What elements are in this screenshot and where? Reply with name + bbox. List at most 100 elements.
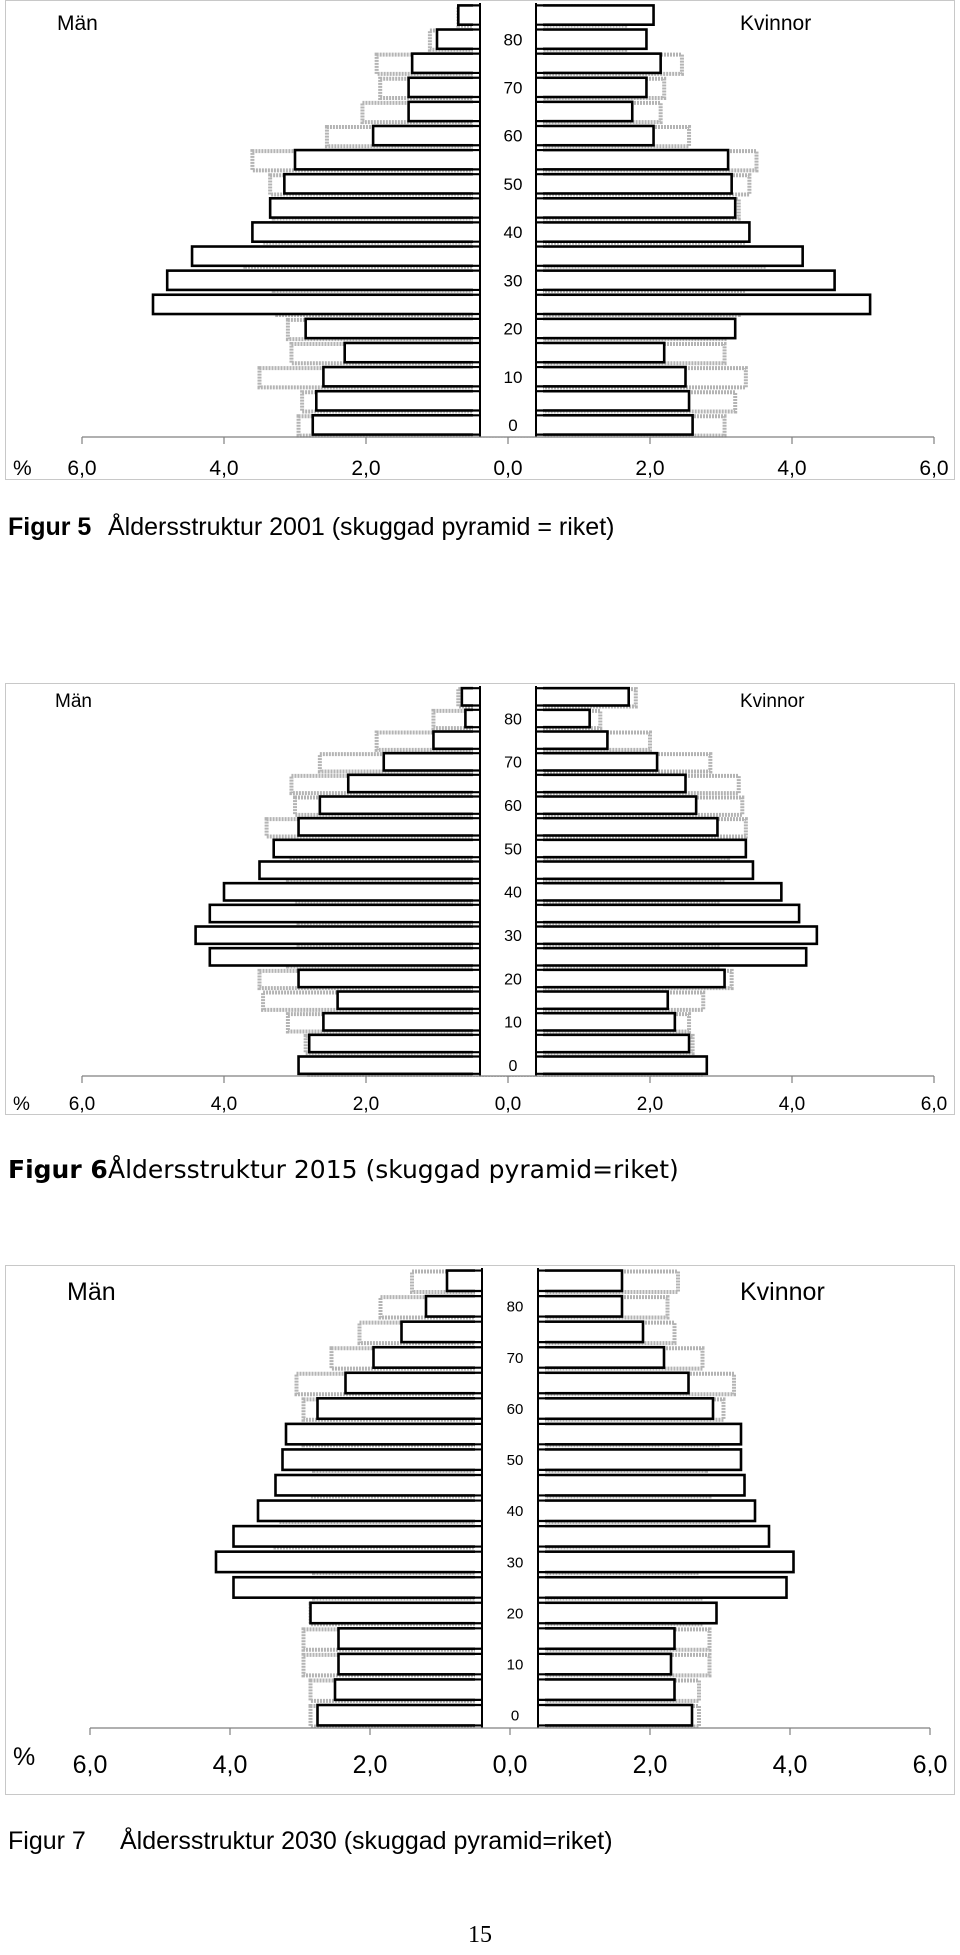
- age-tick-label: 40: [507, 1503, 524, 1520]
- x-tick-label: 0,0: [495, 1094, 521, 1115]
- female-bar: [506, 269, 836, 292]
- female-bar: [506, 860, 755, 881]
- age-tick-label: 70: [504, 79, 523, 98]
- unit-label: %: [13, 457, 32, 480]
- age-tick-label: 70: [507, 1350, 524, 1367]
- male-bar: [268, 197, 510, 219]
- age-label-bg: [482, 1268, 538, 1728]
- x-tick-label: 2,0: [353, 1751, 388, 1779]
- figure-5-title: Åldersstruktur 2001 (skuggad pyramid = r…: [108, 513, 615, 541]
- figure-7-chart: 0 10 20 30 40 50 60 70 80 6,0 4,0 2,0 0,0 2,0 4,0 6,0% M…: [5, 1265, 955, 1795]
- page-number: 15: [468, 1922, 492, 1948]
- age-tick-label: 50: [507, 1452, 524, 1469]
- population-pyramid-2015: 0 10 20 30 40 50 60 70 80 6,0 4,0 2,0 0,0 2,0 4,0 6,0% M…: [5, 683, 955, 1115]
- female-bar: [506, 881, 783, 902]
- figure-6-caption: Figur 6Åldersstruktur 2015 (skuggad pyra…: [8, 1155, 679, 1184]
- figure-6-chart: 0 10 20 30 40 50 60 70 80 6,0 4,0 2,0 0,0 2,0 4,0 6,0% M…: [5, 683, 955, 1115]
- female-bar: [508, 1499, 757, 1523]
- female-label: Kvinnor: [740, 1278, 825, 1306]
- age-tick-label: 30: [507, 1554, 524, 1571]
- unit-label: %: [13, 1094, 30, 1115]
- x-tick-label: 2,0: [633, 1751, 668, 1779]
- age-tick-label: 30: [504, 928, 522, 945]
- population-pyramid-2030: 0 10 20 30 40 50 60 70 80 6,0 4,0 2,0 0,0 2,0 4,0 6,0% M…: [5, 1265, 955, 1795]
- x-tick-label: 2,0: [351, 457, 380, 480]
- male-bar: [151, 293, 510, 316]
- age-tick-label: 30: [504, 271, 523, 290]
- female-bar: [506, 221, 751, 244]
- age-tick-label: 0: [509, 1058, 518, 1075]
- x-axis: 6,0 4,0 2,0 0,0 2,0 4,0 6,0: [69, 1075, 947, 1115]
- population-pyramid-2001: 0 10 20 30 40 50 60 70 80 6,0 4,0 2,0 0,0 2,0 4,0 6,0% M…: [5, 0, 955, 480]
- age-tick-label: 10: [507, 1657, 524, 1674]
- male-label: Män: [55, 691, 92, 712]
- x-tick-label: 4,0: [209, 457, 238, 480]
- x-tick-label: 6,0: [73, 1751, 108, 1779]
- unit-label: %: [13, 1743, 35, 1771]
- male-bar: [258, 860, 510, 881]
- x-tick-label: 0,0: [493, 1751, 528, 1779]
- age-tick-label: 40: [504, 223, 523, 242]
- female-bar: [506, 946, 808, 967]
- figure-5-number: Figur 5: [8, 513, 92, 541]
- female-bar: [506, 245, 804, 268]
- local-pyramid: [194, 686, 819, 1076]
- male-bar: [208, 946, 510, 967]
- male-bar: [208, 903, 510, 924]
- figure-7-title: Åldersstruktur 2030 (skuggad pyramid=rik…: [120, 1827, 613, 1855]
- x-tick-label: 2,0: [353, 1094, 379, 1115]
- x-tick-label: 6,0: [69, 1094, 95, 1115]
- age-tick-label: 20: [504, 320, 523, 339]
- figure-5-chart: 0 10 20 30 40 50 60 70 80 6,0 4,0 2,0 0,0 2,0 4,0 6,0% M…: [5, 0, 955, 480]
- male-bar: [190, 245, 510, 268]
- x-tick-label: 6,0: [919, 457, 948, 480]
- age-label-bg: [480, 686, 536, 1076]
- female-bar: [508, 1524, 771, 1548]
- x-tick-label: 4,0: [211, 1094, 237, 1115]
- x-tick-label: 6,0: [67, 457, 96, 480]
- figure-5-caption: Figur 5 Åldersstruktur 2001 (skuggad pyra…: [8, 513, 614, 542]
- age-tick-label: 0: [511, 1708, 519, 1725]
- male-bar: [165, 269, 510, 292]
- age-tick-label: 60: [504, 798, 522, 815]
- x-axis: 6,0 4,0 2,0 0,0 2,0 4,0 6,0: [67, 436, 949, 480]
- age-tick-label: 60: [504, 127, 523, 146]
- x-tick-label: 2,0: [635, 457, 664, 480]
- x-axis: 6,0 4,0 2,0 0,0 2,0 4,0 6,0: [73, 1727, 948, 1779]
- female-bar: [508, 1473, 746, 1497]
- age-tick-label: 70: [504, 755, 522, 772]
- x-tick-label: 6,0: [921, 1094, 947, 1115]
- male-bar: [232, 1575, 512, 1599]
- age-tick-label: 10: [504, 368, 523, 387]
- male-bar: [256, 1499, 512, 1523]
- male-bar: [274, 1473, 512, 1497]
- x-tick-label: 0,0: [493, 457, 522, 480]
- x-tick-label: 4,0: [777, 457, 806, 480]
- x-tick-label: 6,0: [913, 1751, 948, 1779]
- age-tick-label: 20: [504, 971, 522, 988]
- male-bar: [251, 221, 510, 244]
- female-bar: [506, 838, 748, 859]
- female-label: Kvinnor: [740, 12, 811, 35]
- age-tick-label: 20: [507, 1605, 524, 1622]
- figure-7-number: Figur 7: [8, 1827, 86, 1855]
- male-label: Män: [67, 1278, 116, 1306]
- male-bar: [272, 838, 510, 859]
- age-tick-label: 0: [508, 416, 517, 435]
- figure-6-number: Figur 6: [8, 1155, 108, 1184]
- male-label: Män: [57, 12, 98, 35]
- age-label-bg: [480, 3, 536, 437]
- male-bar: [232, 1524, 512, 1548]
- female-bar: [506, 925, 819, 946]
- age-tick-label: 10: [504, 1015, 522, 1032]
- figure-6-title: Åldersstruktur 2015 (skuggad pyramid=rik…: [108, 1155, 679, 1184]
- x-tick-label: 2,0: [637, 1094, 663, 1115]
- x-tick-label: 4,0: [213, 1751, 248, 1779]
- age-tick-label: 80: [507, 1299, 524, 1316]
- male-bar: [214, 1550, 512, 1574]
- female-bar: [506, 903, 801, 924]
- female-bar: [508, 1550, 795, 1574]
- figure-7-caption: Figur 7 Åldersstruktur 2030 (skuggad pyra…: [8, 1827, 613, 1856]
- age-tick-label: 50: [504, 175, 523, 194]
- age-tick-label: 60: [507, 1401, 524, 1418]
